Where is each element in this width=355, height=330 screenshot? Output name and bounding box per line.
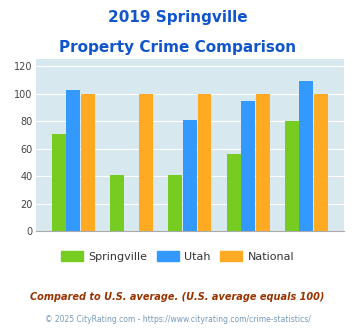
Text: Property Crime Comparison: Property Crime Comparison [59,40,296,54]
Legend: Springville, Utah, National: Springville, Utah, National [56,247,299,267]
Bar [110,175,124,231]
Bar [256,94,270,231]
Bar [52,134,66,231]
Bar [285,121,299,231]
Text: Compared to U.S. average. (U.S. average equals 100): Compared to U.S. average. (U.S. average … [30,292,325,302]
Bar [66,90,80,231]
Bar [183,120,197,231]
Text: © 2025 CityRating.com - https://www.cityrating.com/crime-statistics/: © 2025 CityRating.com - https://www.city… [45,315,310,324]
Bar [300,82,313,231]
Bar [197,94,212,231]
Bar [241,101,255,231]
Text: 2019 Springville: 2019 Springville [108,10,247,25]
Bar [81,94,95,231]
Bar [139,94,153,231]
Bar [226,154,241,231]
Bar [314,94,328,231]
Bar [168,175,182,231]
